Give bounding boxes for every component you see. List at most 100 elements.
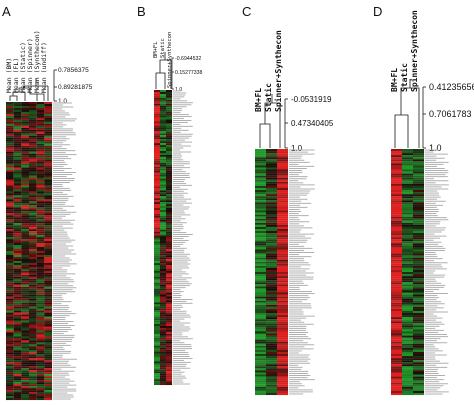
heatmap-cell (6, 316, 14, 319)
heatmap-cell (166, 316, 173, 319)
heatmap-cell (160, 268, 167, 271)
heatmap-cell (391, 192, 403, 195)
heatmap-cell (29, 348, 37, 351)
heatmap-cell (6, 288, 14, 291)
heatmap-cell (277, 382, 289, 385)
heatmap-cell (36, 388, 45, 391)
heatmap-cell (36, 306, 45, 309)
heatmap-cell (160, 265, 167, 268)
heatmap-cell (13, 252, 22, 256)
heatmap-cell (154, 90, 161, 93)
heatmap-cell (266, 190, 278, 193)
heatmap-cell (391, 356, 403, 359)
heatmap-cell (166, 93, 173, 96)
heatmap-cell (36, 274, 45, 277)
heatmap-cell (166, 379, 173, 382)
heatmap-cell (160, 347, 167, 350)
heatmap-cell (391, 257, 403, 260)
heatmap-cell (21, 191, 30, 194)
heatmap-cell (277, 222, 289, 225)
heatmap-cell (402, 183, 414, 186)
heatmap-cell (13, 103, 22, 107)
heatmap-cell (36, 119, 45, 122)
heatmap-cell (21, 380, 30, 383)
heatmap-cell (13, 258, 22, 261)
heatmap-cell (29, 312, 37, 315)
heatmap-cell (266, 249, 278, 252)
heatmap-cell (391, 388, 403, 391)
heatmap-cell (166, 292, 173, 295)
heatmap-cell (160, 180, 167, 183)
heatmap-cell (13, 163, 22, 166)
heatmap-cell (6, 342, 14, 345)
heatmap-cell (29, 284, 37, 287)
heatmap-cell (154, 150, 161, 153)
heatmap-cell (21, 215, 30, 218)
heatmap-cell (154, 213, 161, 216)
heatmap-cell (13, 322, 22, 325)
heatmap-cell (6, 298, 14, 301)
gene-labels-d (425, 149, 449, 395)
heatmap-cell (160, 111, 167, 114)
heatmap-cell (413, 284, 425, 287)
heatmap-cell (29, 245, 37, 248)
heatmap-cell (166, 255, 173, 258)
heatmap-cell (255, 218, 267, 221)
heatmap-cell (255, 179, 267, 182)
heatmap-cell (160, 91, 167, 94)
heatmap-cell (160, 156, 167, 159)
heatmap-cell (277, 194, 289, 197)
heatmap-cell (29, 249, 37, 252)
heatmap-cell (391, 243, 403, 246)
heatmap-cell (36, 254, 45, 258)
heatmap-cell (413, 190, 425, 193)
similarity-label-b-3: 1.0 (175, 87, 182, 93)
heatmap-cell (255, 335, 267, 338)
heatmap-cell (391, 171, 403, 174)
heatmap-cell (29, 105, 37, 109)
heatmap-cell (413, 341, 425, 344)
heatmap-cell (13, 225, 22, 228)
heatmap-cell (6, 350, 14, 353)
heatmap-cell (29, 195, 37, 198)
heatmap-cell (29, 191, 37, 194)
heatmap-cell (166, 125, 173, 128)
heatmap-cell (266, 308, 278, 311)
heatmap-cell (29, 304, 37, 307)
column-label-a-3: Mean (Static) (19, 42, 27, 93)
heatmap-cell (255, 235, 267, 238)
heatmap-cell (255, 181, 267, 184)
heatmap-cell (277, 149, 289, 152)
heatmap-cell (255, 261, 267, 264)
heatmap-cell (266, 155, 278, 158)
heatmap-cell (277, 192, 289, 195)
heatmap-cell (391, 237, 403, 240)
heatmap-cell (29, 382, 37, 385)
heatmap-cell (29, 149, 37, 152)
heatmap-cell (160, 304, 167, 307)
heatmap-cell (413, 388, 425, 391)
heatmap-cell (166, 239, 173, 242)
heatmap-cell (266, 200, 278, 203)
heatmap-cell (154, 320, 161, 323)
heatmap-cell (13, 233, 22, 236)
heatmap-cell (21, 129, 30, 132)
heatmap-cell (266, 356, 278, 359)
heatmap-cell (154, 235, 161, 238)
heatmap-cell (166, 172, 173, 175)
heatmap-cell (36, 328, 45, 331)
heatmap-cell (44, 358, 53, 361)
heatmap-cell (13, 227, 22, 230)
heatmap-cell (13, 211, 22, 214)
heatmap-cell (402, 224, 414, 227)
heatmap-cell (6, 270, 14, 273)
heatmap-cell (29, 310, 37, 313)
heatmap-cell (160, 99, 167, 102)
heatmap-cell (13, 183, 22, 186)
heatmap-cell (255, 269, 267, 273)
heatmap-cell (13, 342, 22, 345)
heatmap-cell (255, 228, 267, 232)
heatmap-cell (255, 378, 267, 381)
heatmap-cell (277, 374, 289, 377)
heatmap-cell (413, 351, 425, 355)
